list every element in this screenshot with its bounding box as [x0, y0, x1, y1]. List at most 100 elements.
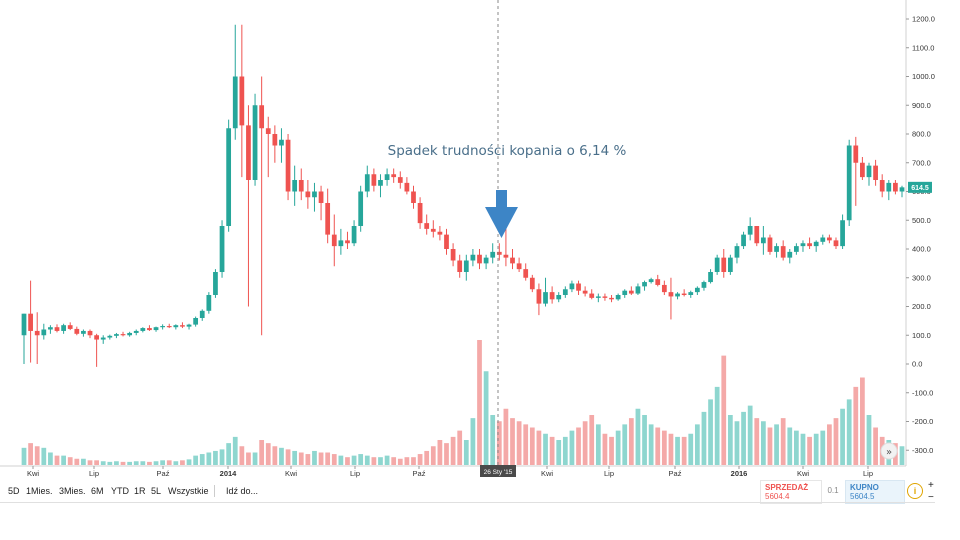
candle-body	[173, 325, 179, 328]
toolbar-divider	[214, 485, 215, 497]
candle-body	[701, 282, 707, 288]
volume-bar	[866, 415, 872, 465]
bottom-divider	[0, 502, 935, 503]
timeframe-1m[interactable]: 1Mies.	[26, 486, 53, 496]
volume-bar	[279, 447, 284, 465]
candle-body	[444, 234, 449, 249]
candle-body	[305, 191, 311, 198]
candle-body	[430, 228, 436, 232]
volume-bar	[411, 457, 416, 465]
volume-bar	[543, 433, 548, 465]
buy-button[interactable]: KUPNO 5604.5	[845, 480, 905, 504]
timeframe-5y[interactable]: 5L	[151, 486, 162, 496]
volume-bar	[417, 454, 423, 465]
volume-bar	[252, 452, 258, 465]
volume-bar	[562, 436, 568, 465]
x-tick-label: Paź	[669, 469, 682, 478]
candle-body	[279, 139, 284, 146]
scroll-right-icon[interactable]: »	[880, 442, 898, 460]
volume-bar	[734, 421, 740, 465]
x-axis: Kwi Lip Paź 2014 Kwi Lip Paź Kwi Lip Paź 2016 Kwi Li…	[27, 466, 873, 478]
volume-bar	[358, 454, 364, 465]
spread-value: 0.1	[827, 486, 839, 495]
y-tick-label: -200.0	[912, 417, 933, 426]
candle-body	[516, 263, 522, 270]
goto-date-button[interactable]: Idź do...	[226, 486, 259, 496]
zoom-in-button[interactable]: +	[928, 480, 934, 491]
candle-body	[67, 325, 73, 329]
volume-bar	[648, 424, 654, 465]
volume-bar	[516, 421, 522, 465]
volume-bar	[114, 461, 119, 465]
candle-body	[450, 249, 456, 261]
volume-bar	[569, 430, 575, 465]
x-tick-label: Lip	[604, 469, 614, 478]
candle-body	[556, 295, 562, 300]
sell-price: 5604.4	[765, 492, 790, 501]
volume-bar	[87, 460, 93, 465]
volume-bar	[714, 386, 720, 465]
timeframe-5d[interactable]: 5D	[8, 486, 20, 496]
candle-body	[483, 257, 489, 264]
volume-bar	[437, 440, 443, 465]
candle-body	[727, 257, 733, 272]
candle-body	[34, 330, 40, 336]
volume-bar	[688, 433, 694, 465]
volume-bar	[186, 459, 192, 465]
timeframe-all[interactable]: Wszystkie	[168, 486, 209, 496]
y-axis: 1200.01100.01000.0900.0800.0700.0600.050…	[0, 0, 935, 467]
candle-body	[28, 313, 33, 331]
candle-body	[239, 76, 245, 126]
volume-bar	[609, 436, 614, 465]
sell-button[interactable]: SPRZEDAŻ 5604.4	[760, 480, 822, 504]
volume-bar	[206, 452, 212, 465]
timeframe-ytd[interactable]: YTD	[111, 486, 129, 496]
volume-bar	[345, 457, 350, 465]
volume-bar	[721, 355, 727, 465]
candle-body	[754, 226, 760, 244]
candle-body	[470, 254, 476, 261]
candle-body	[318, 191, 324, 203]
y-tick-label: 500.0	[912, 216, 931, 225]
candle-body	[860, 162, 865, 178]
crosshair-date-text: 26 Sty '15	[484, 469, 513, 476]
y-tick-label: 200.0	[912, 302, 931, 311]
candle-body	[384, 174, 390, 180]
candle-body	[503, 254, 509, 258]
volume-bar	[391, 457, 397, 465]
timeframe-1y[interactable]: 1R	[134, 486, 146, 496]
volume-bar	[239, 446, 245, 465]
y-tick-label: -300.0	[912, 446, 933, 455]
volume-bar	[807, 436, 812, 465]
candle-body	[774, 246, 779, 252]
price-chart[interactable]: 1200.01100.01000.0900.0800.0700.0600.050…	[0, 0, 960, 480]
volume-bar	[463, 440, 469, 465]
volume-bar	[846, 399, 852, 465]
volume-bar	[827, 424, 832, 465]
volume-bar	[312, 450, 317, 465]
candle-body	[523, 269, 529, 278]
volume-bar	[28, 443, 33, 465]
candle-body	[424, 223, 430, 229]
info-icon[interactable]: i	[907, 483, 923, 499]
volume-bar	[430, 446, 436, 465]
candle-body	[582, 290, 588, 294]
volume-bar	[694, 424, 700, 465]
candle-body	[292, 180, 298, 192]
candle-body	[325, 203, 331, 235]
volume-bar	[780, 418, 786, 465]
zoom-out-button[interactable]: −	[928, 492, 934, 503]
candle-body	[549, 292, 555, 300]
timeframe-6m[interactable]: 6M	[91, 486, 104, 496]
candle-body	[576, 283, 581, 291]
candle-body	[899, 187, 905, 192]
candle-body	[688, 292, 694, 295]
candle-body	[760, 237, 766, 244]
volume-bar	[351, 455, 357, 465]
candle-body	[642, 282, 647, 287]
timeframe-3m[interactable]: 3Mies.	[59, 486, 86, 496]
volume-bar	[444, 443, 449, 465]
candle-body	[886, 182, 892, 192]
volume-bar	[199, 454, 205, 465]
chart-annotation: Spadek trudności kopania o 6,14 %	[388, 143, 627, 159]
